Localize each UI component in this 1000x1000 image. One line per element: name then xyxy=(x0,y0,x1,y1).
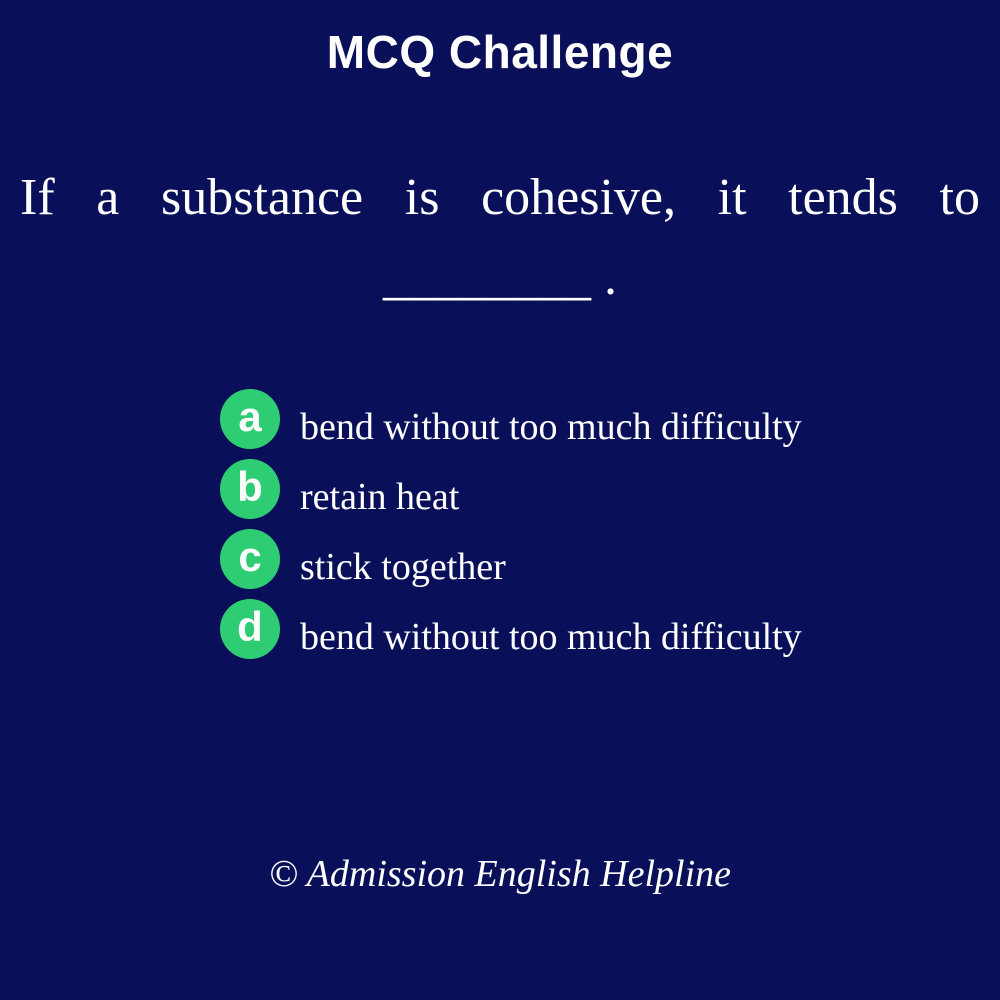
option-d-badge: d xyxy=(220,599,280,659)
option-a[interactable]: a bend without too much difficulty xyxy=(220,389,980,459)
options-list: a bend without too much difficulty b ret… xyxy=(220,389,980,669)
option-c[interactable]: c stick together xyxy=(220,529,980,599)
option-d[interactable]: d bend without too much difficulty xyxy=(220,599,980,669)
option-a-text: bend without too much difficulty xyxy=(300,406,802,448)
option-c-badge: c xyxy=(220,529,280,589)
option-c-text: stick together xyxy=(300,546,506,588)
option-b-badge: b xyxy=(220,459,280,519)
page-title: MCQ Challenge xyxy=(326,26,674,78)
option-d-text: bend without too much difficulty xyxy=(300,616,802,658)
option-a-badge: a xyxy=(220,389,280,449)
copyright-footer: © Admission English Helpline xyxy=(269,853,731,895)
question-text: If a substance is cohesive, it tends to … xyxy=(20,169,980,306)
option-b[interactable]: b retain heat xyxy=(220,459,980,529)
option-b-text: retain heat xyxy=(300,476,460,518)
